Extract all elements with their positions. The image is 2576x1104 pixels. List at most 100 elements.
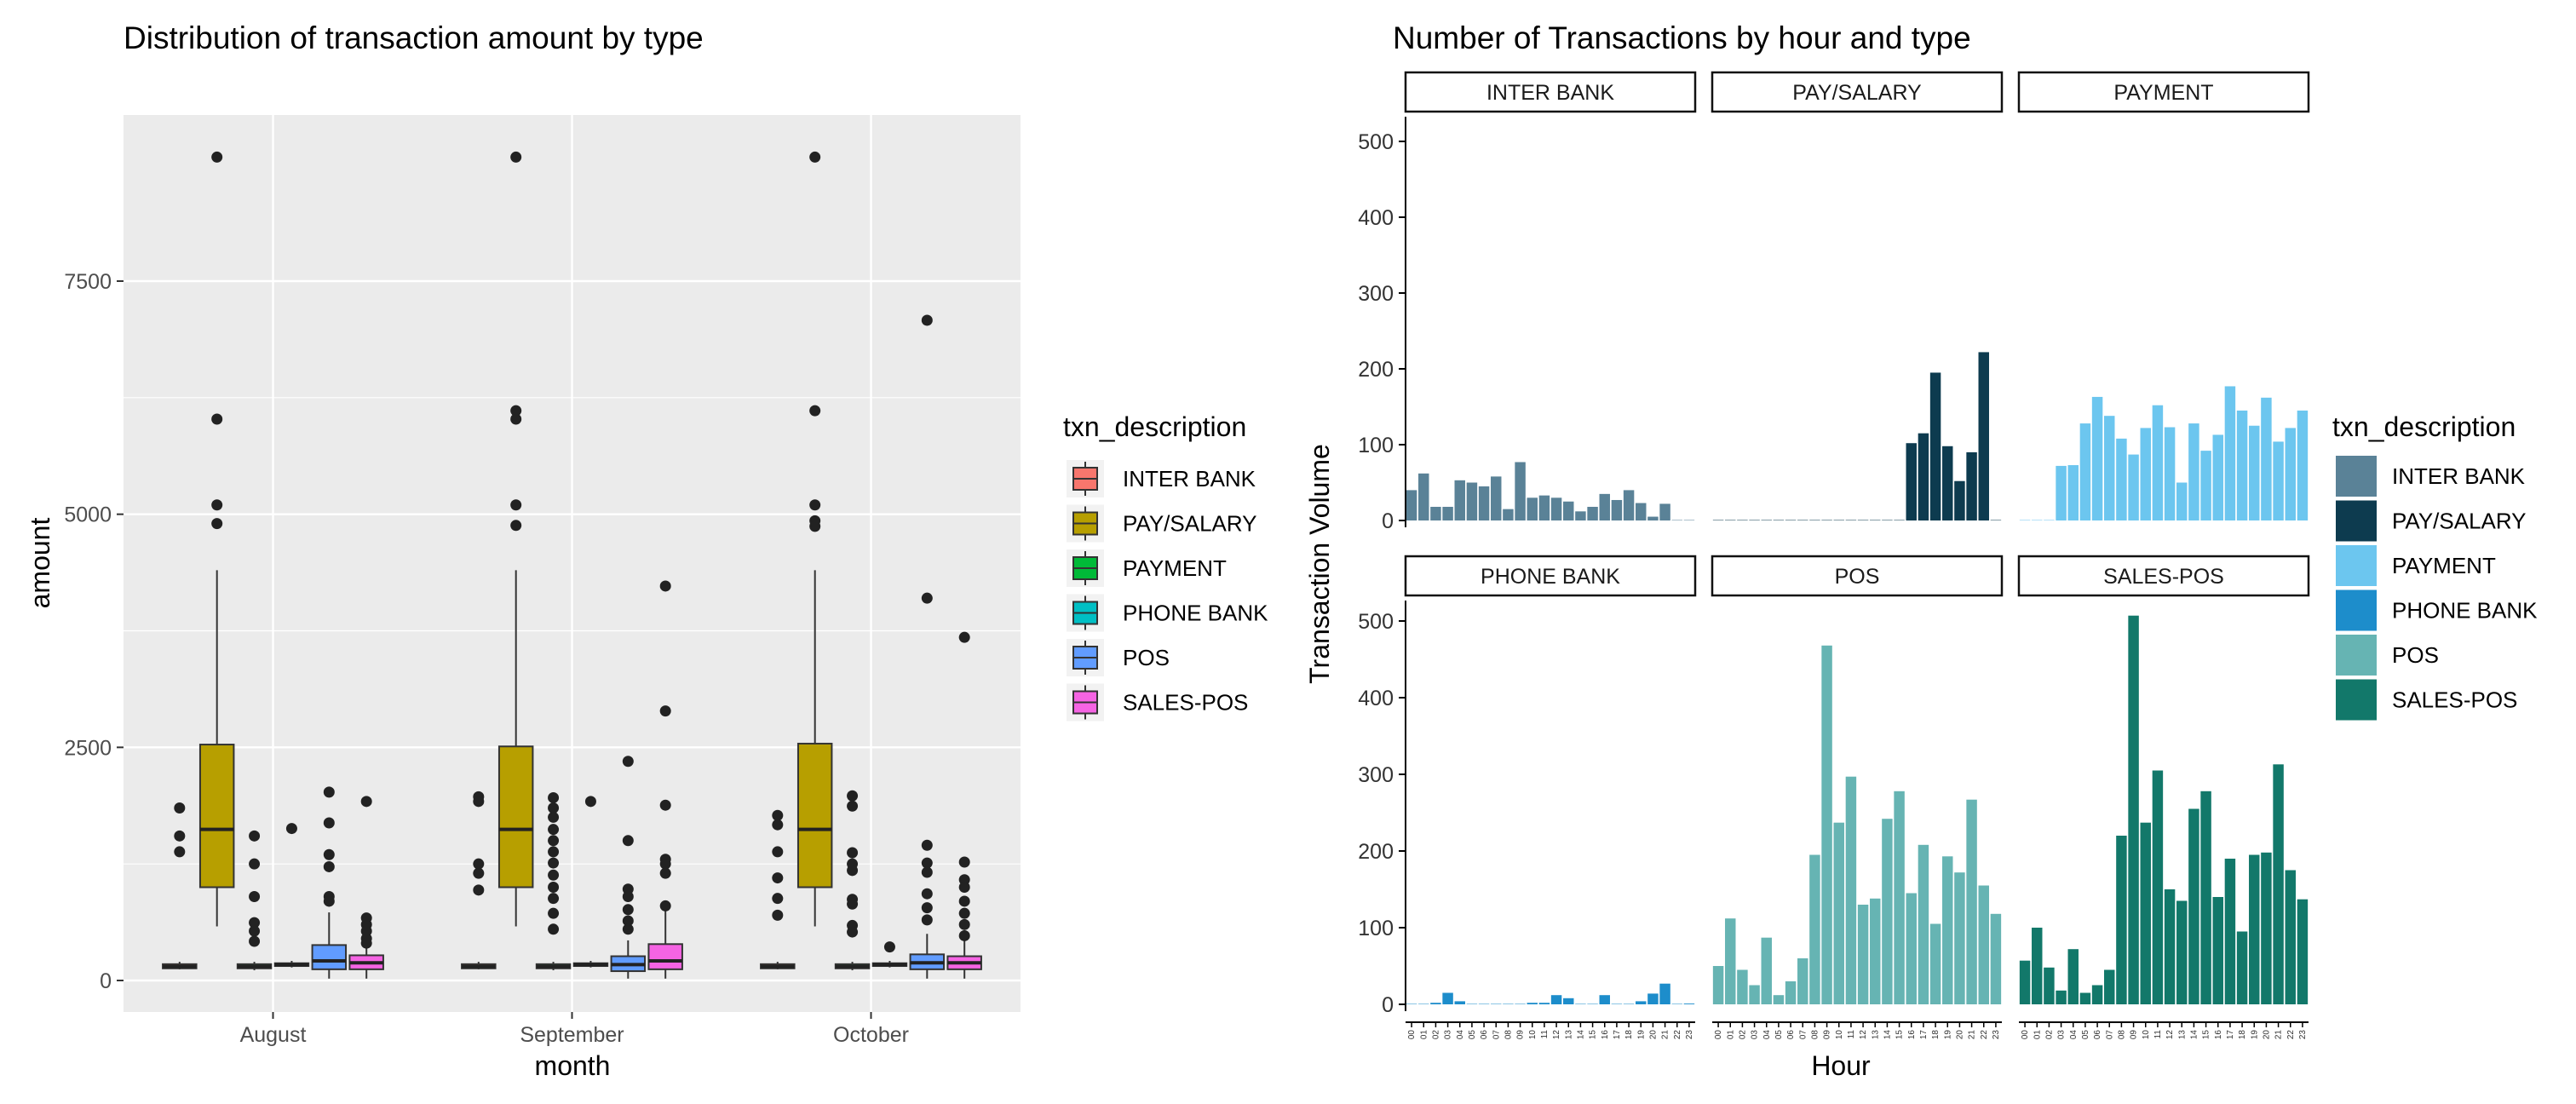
bar xyxy=(1647,516,1659,520)
box-outlier xyxy=(548,811,560,823)
facet-y-tick-label: 100 xyxy=(1358,917,1394,940)
bar xyxy=(1857,905,1869,1004)
bar xyxy=(1503,1003,1514,1004)
box-outlier xyxy=(921,592,933,604)
bar xyxy=(1894,791,1905,1004)
facet-x-tick-label: 16 xyxy=(2214,1030,2223,1040)
facet-x-tick-label: 18 xyxy=(1624,1030,1634,1040)
facet-x-tick-label: 19 xyxy=(1636,1030,1646,1040)
bar xyxy=(1538,1003,1550,1004)
facet-y-tick-label: 200 xyxy=(1358,840,1394,864)
box-outlier xyxy=(174,830,186,842)
facet-x-tick-label: 15 xyxy=(2202,1030,2211,1040)
facet-x-tick-label: 02 xyxy=(1431,1030,1440,1040)
bar xyxy=(1870,520,1880,521)
bar xyxy=(1978,352,1989,520)
legend-label: SALES-POS xyxy=(2392,687,2517,713)
facet-x-tick-label: 16 xyxy=(1601,1030,1610,1040)
bar xyxy=(2140,822,2151,1004)
box-outlier xyxy=(958,882,970,894)
bar xyxy=(1527,497,1538,520)
bar xyxy=(1599,493,1610,520)
facet-x-tick-label: 06 xyxy=(1786,1030,1796,1040)
facet-y-tick-label: 100 xyxy=(1358,434,1394,457)
box-august-inter-bank xyxy=(162,802,198,969)
box-outlier xyxy=(958,918,970,930)
facet-x-tick-label: 10 xyxy=(2142,1030,2151,1040)
box-outlier xyxy=(809,405,821,417)
facet-x-tick-label: 14 xyxy=(1576,1030,1585,1040)
bar xyxy=(1954,480,1965,520)
box-outlier xyxy=(285,823,297,835)
facet-pay-salary: PAY/SALARY xyxy=(1711,71,2004,521)
left-x-tick-label: September xyxy=(520,1023,624,1047)
box-september-phone-bank xyxy=(572,796,609,968)
box-outlier xyxy=(323,848,335,860)
box-outlier xyxy=(323,895,335,907)
bar xyxy=(2032,520,2042,521)
facet-x-tick-label: 18 xyxy=(1931,1030,1941,1040)
facet-strip-label: SALES-POS xyxy=(2103,565,2224,589)
box-outlier xyxy=(249,917,261,929)
bar xyxy=(1785,981,1797,1004)
facet-strip-label: PHONE BANK xyxy=(1481,565,1620,589)
bar xyxy=(2285,428,2296,520)
box-september-payment xyxy=(535,791,572,970)
box-outlier xyxy=(847,790,859,802)
facet-x-tick-label: 00 xyxy=(1407,1030,1417,1040)
facet-x-tick-label: 21 xyxy=(1968,1030,1977,1040)
facet-x-tick-label: 23 xyxy=(2298,1030,2308,1040)
facet-x-tick-label: 22 xyxy=(1980,1030,1989,1040)
bar xyxy=(1797,958,1808,1004)
bar xyxy=(2116,438,2127,520)
bar xyxy=(1845,776,1857,1004)
bar xyxy=(2091,985,2103,1004)
box-outlier xyxy=(921,888,933,900)
left-x-tick-label: October xyxy=(833,1023,909,1047)
box-august-payment xyxy=(236,830,273,970)
bar xyxy=(1870,898,1881,1004)
left-y-tick-label: 7500 xyxy=(64,270,112,294)
bar xyxy=(1503,509,1514,520)
box-body xyxy=(198,744,235,888)
bar xyxy=(1659,983,1670,1004)
bar xyxy=(1515,462,1526,520)
box-outlier xyxy=(809,151,821,163)
bar xyxy=(2128,454,2139,520)
legend-label: PAYMENT xyxy=(1123,555,1227,581)
bar xyxy=(1749,520,1759,521)
right-legend: INTER BANK PAY/SALARY PAYMENT PHONE BANK POS… xyxy=(2336,456,2538,721)
facet-x-tick-label: 14 xyxy=(2189,1030,2199,1040)
box-september-pos xyxy=(610,756,647,979)
bar xyxy=(1966,451,1977,520)
right-legend-item: SALES-POS xyxy=(2336,679,2517,721)
facet-strip xyxy=(1711,555,2004,597)
box-outlier xyxy=(548,882,560,894)
box-outlier xyxy=(772,909,784,921)
legend-label: PHONE BANK xyxy=(2392,598,2538,624)
facet-x-tick-label: 22 xyxy=(1673,1030,1682,1040)
bar xyxy=(1929,372,1941,520)
bar xyxy=(2224,859,2236,1004)
bar xyxy=(1515,1003,1526,1004)
box-outlier xyxy=(958,907,970,919)
box-outlier xyxy=(548,857,560,869)
facet-x-tick-label: 20 xyxy=(2262,1030,2271,1040)
bar xyxy=(2164,889,2176,1004)
facet-x-tick-label: 11 xyxy=(1847,1030,1856,1039)
box-outlier xyxy=(847,898,859,910)
bar xyxy=(2224,386,2236,520)
bar xyxy=(2067,949,2079,1004)
box-outlier xyxy=(772,819,784,831)
facet-x-tick-label: 06 xyxy=(1480,1030,1489,1040)
box-outlier xyxy=(921,839,933,851)
bar xyxy=(2079,992,2091,1004)
bar xyxy=(1966,799,1977,1004)
legend-key-swatch xyxy=(2336,635,2377,676)
bar xyxy=(1906,893,1917,1004)
bar xyxy=(1954,872,1965,1004)
left-y-tick-label: 5000 xyxy=(64,503,112,527)
box-outlier xyxy=(659,900,671,911)
box-outlier xyxy=(473,867,485,879)
